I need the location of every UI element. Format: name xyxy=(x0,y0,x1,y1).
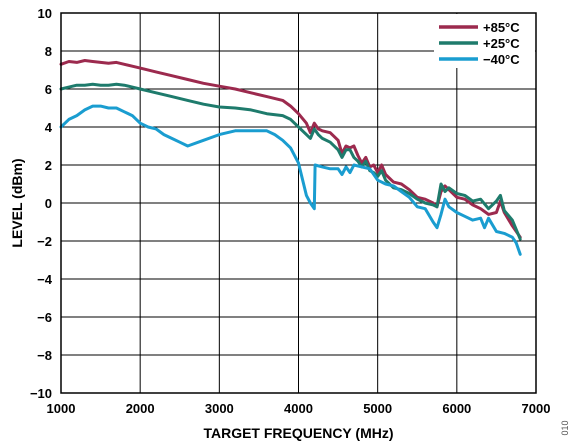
y-tick-label: 8 xyxy=(45,44,52,59)
series-line xyxy=(59,104,522,256)
grid-lines xyxy=(60,12,537,394)
legend-label: +25°C xyxy=(483,36,520,51)
x-axis-label: TARGET FREQUENCY (MHz) xyxy=(203,425,393,441)
y-tick-label: 2 xyxy=(45,158,52,173)
plot-frame xyxy=(60,12,537,394)
x-tick-label: 2000 xyxy=(126,401,155,416)
x-tick-labels: 1000 2000 3000 4000 5000 6000 7000 xyxy=(47,401,551,416)
y-tick-label: 6 xyxy=(45,82,52,97)
y-tick-label: 10 xyxy=(38,6,52,21)
y-tick-label: −4 xyxy=(37,272,53,287)
figure-id: 010 xyxy=(560,420,570,435)
y-tick-label: −2 xyxy=(37,234,52,249)
y-tick-label: −8 xyxy=(37,348,52,363)
y-tick-label: −10 xyxy=(30,386,52,401)
y-tick-labels: 10 8 6 4 2 0 −2 −4 −6 −8 −10 xyxy=(30,6,53,401)
x-tick-label: 1000 xyxy=(47,401,76,416)
legend: +85°C+25°C−40°C xyxy=(434,14,535,68)
x-tick-label: 3000 xyxy=(205,401,234,416)
x-tick-label: 7000 xyxy=(522,401,551,416)
x-tick-label: 6000 xyxy=(442,401,471,416)
x-tick-label: 4000 xyxy=(284,401,313,416)
y-axis-label: LEVEL (dBm) xyxy=(9,158,25,247)
y-tick-label: 4 xyxy=(45,120,53,135)
legend-label: −40°C xyxy=(483,52,520,67)
series-line xyxy=(59,82,522,241)
legend-label: +85°C xyxy=(483,20,520,35)
y-tick-label: 0 xyxy=(45,196,52,211)
y-tick-label: −6 xyxy=(37,310,52,325)
series-lines xyxy=(59,59,522,256)
x-tick-label: 5000 xyxy=(363,401,392,416)
